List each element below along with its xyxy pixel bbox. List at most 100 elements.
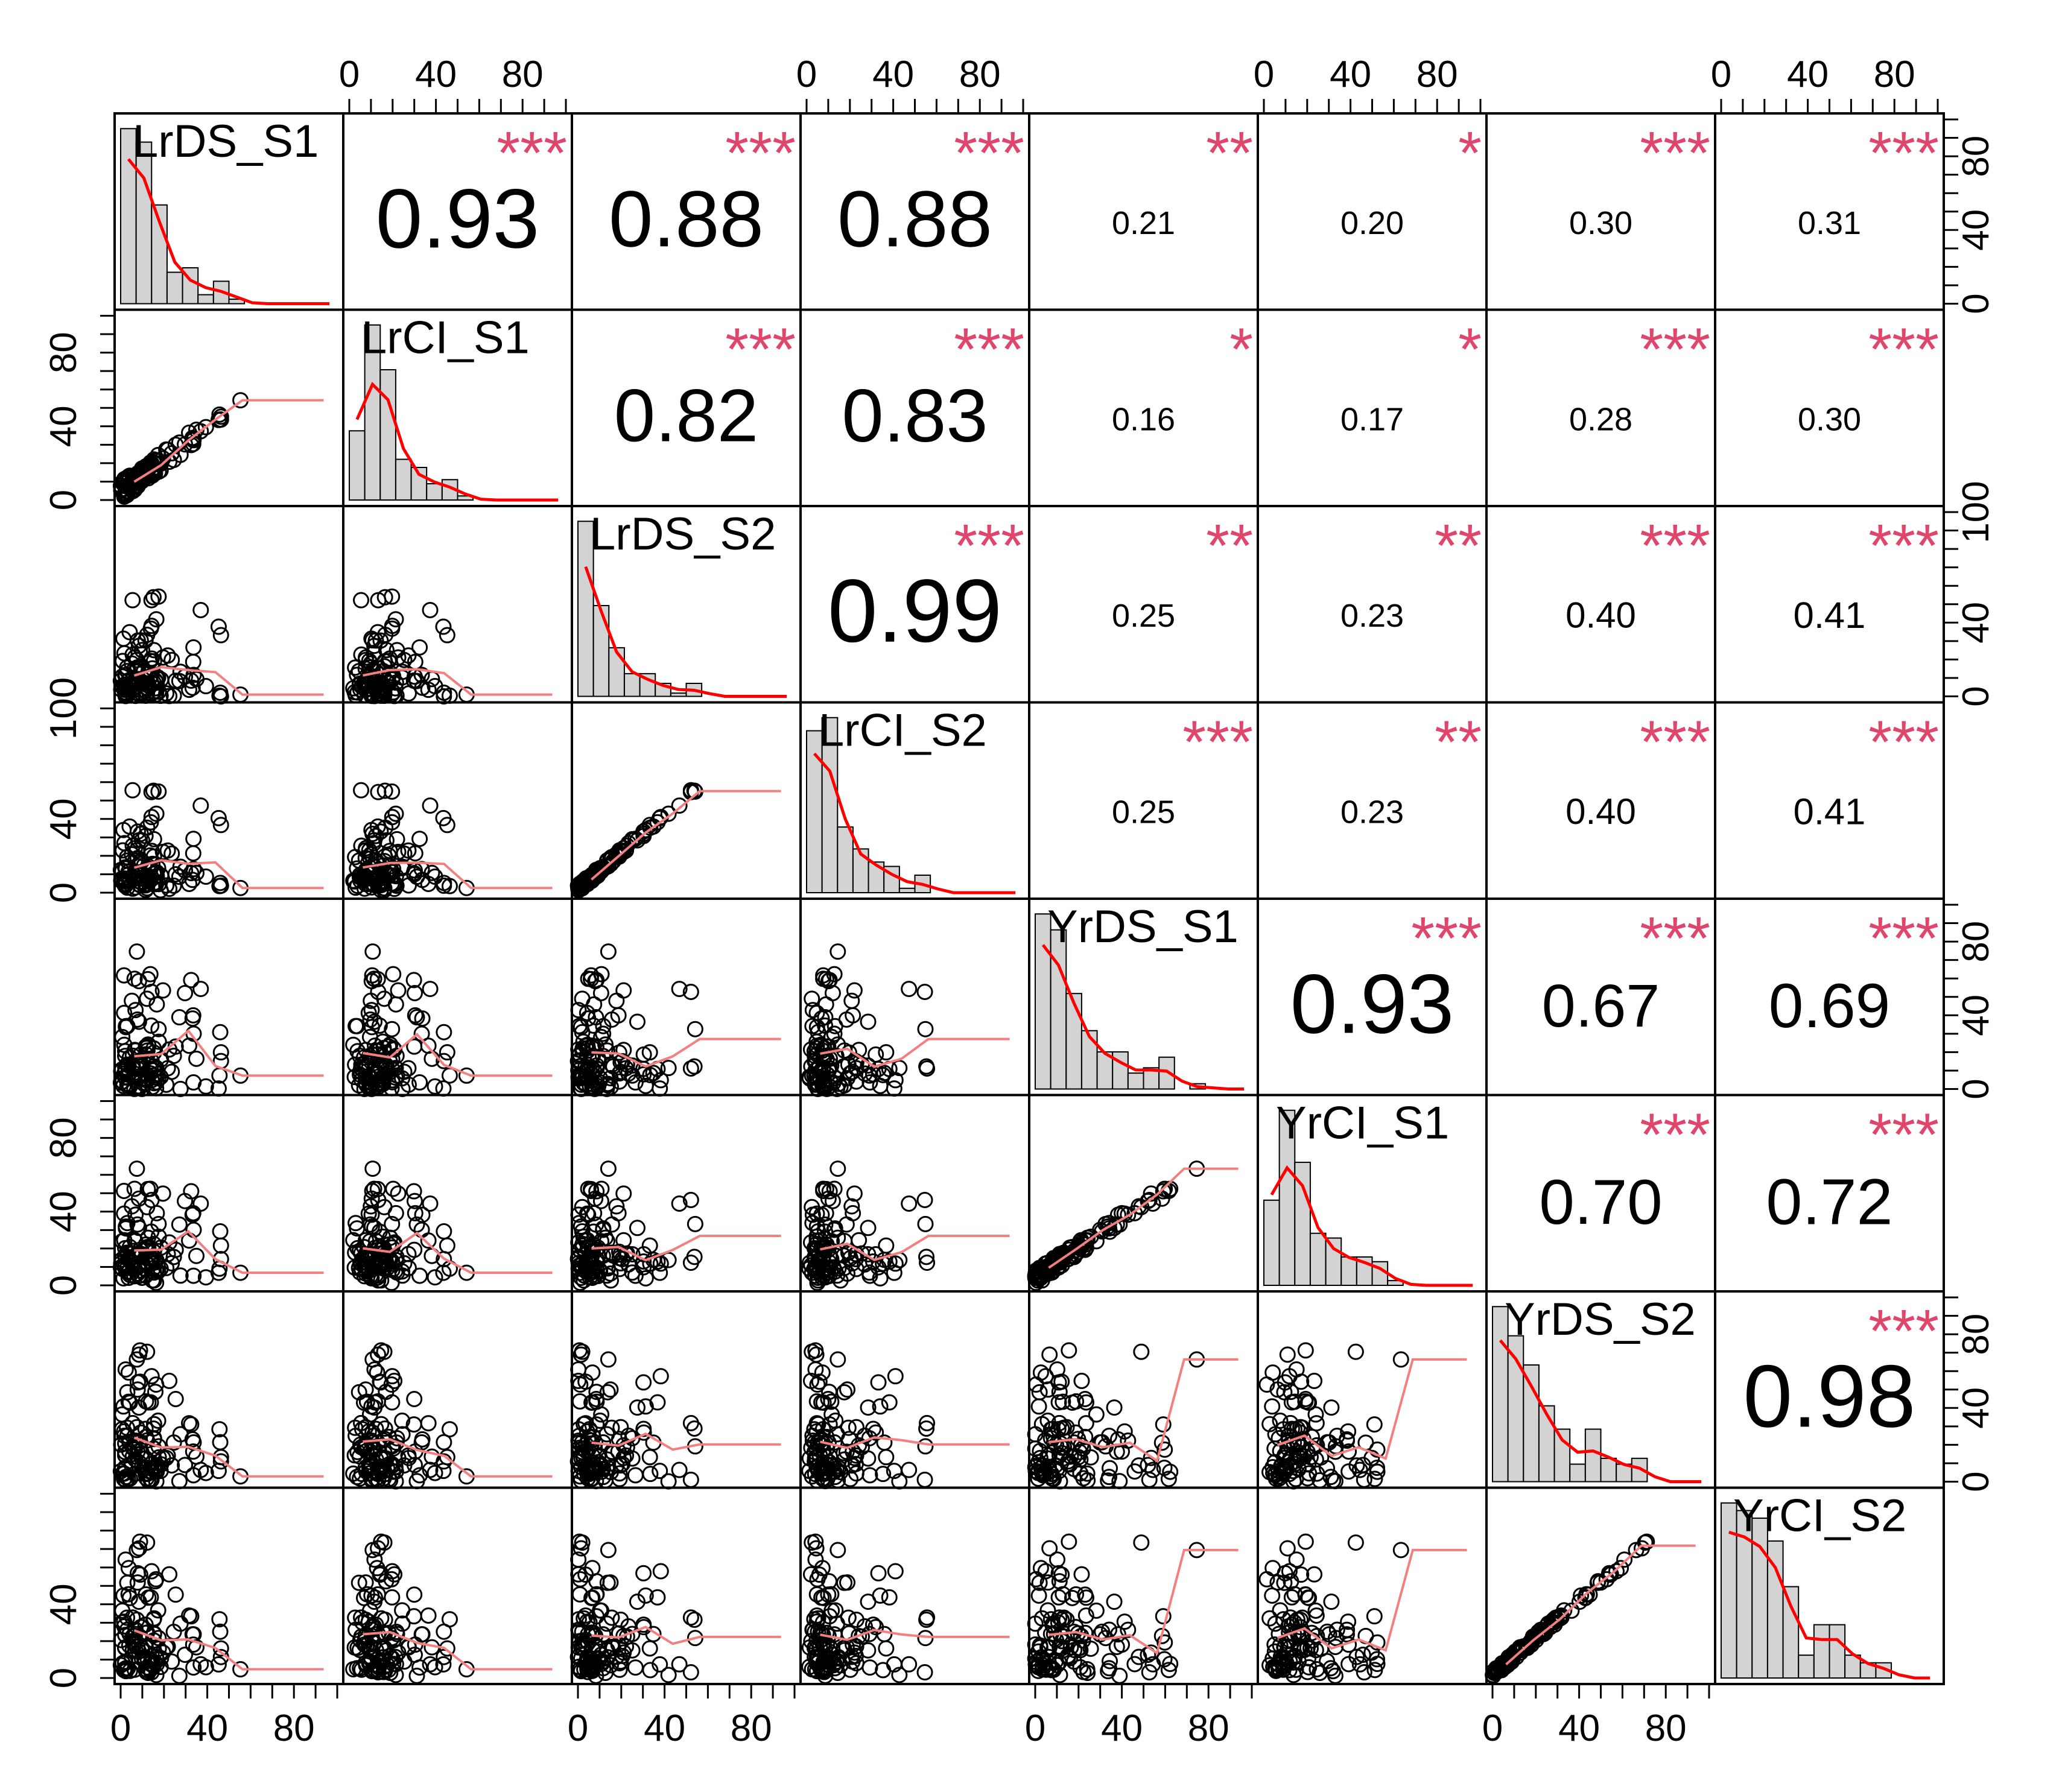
scatter-point: [406, 1192, 423, 1209]
scatter-point: [1068, 1586, 1085, 1603]
scatter-point: [624, 1067, 641, 1084]
scatter-point: [1106, 1594, 1123, 1610]
scatter-point: [1354, 1647, 1371, 1664]
correlation-value: 0.93: [376, 171, 540, 265]
scatter-point: [1061, 1342, 1077, 1359]
scatter-point: [629, 1594, 646, 1610]
histogram-bar: [592, 605, 610, 697]
tick-label: 80: [502, 54, 544, 95]
scatter-point: [177, 984, 194, 1001]
scatter-point: [848, 1465, 864, 1482]
scatter-point: [594, 1460, 611, 1477]
panel-border: [1714, 1486, 1945, 1685]
scatter-point: [129, 1011, 146, 1028]
histogram-bar: [1569, 1463, 1586, 1483]
scatter-point: [211, 1611, 228, 1628]
scatter-point: [167, 1390, 184, 1407]
scatter-point: [1543, 1613, 1560, 1630]
scatter-point: [878, 1640, 895, 1657]
panel-YrDS_S1-LrCI_S2: [799, 898, 1030, 1097]
scatter-point: [579, 1205, 595, 1222]
scatter-point: [571, 1058, 588, 1075]
scatter-point: [814, 1614, 831, 1631]
tick-label: 40: [1955, 602, 1997, 644]
bottom-axis-col-4: 0 40 80: [1025, 1683, 1253, 1749]
scatter-point: [1275, 1463, 1292, 1480]
scatter-point: [671, 1461, 688, 1478]
scatter-point: [406, 1586, 423, 1603]
scatter-point: [143, 983, 160, 1000]
scatter-point: [387, 805, 404, 822]
scatter-point: [1578, 1586, 1595, 1603]
correlation-value: 0.41: [1794, 595, 1866, 636]
correlation-value: 0.30: [1569, 205, 1632, 241]
scatter-point: [1602, 1566, 1619, 1583]
scatter-point: [148, 1376, 165, 1393]
scatter-point: [807, 1074, 823, 1091]
scatter-point: [172, 1615, 189, 1632]
scatter-point: [349, 1469, 366, 1486]
scatter-point: [1073, 1372, 1090, 1389]
correlation-value: 0.23: [1340, 598, 1404, 634]
smooth-line: [1048, 1167, 1239, 1269]
scatter-point: [579, 1458, 596, 1475]
panel-YrCI_S2-LrDS_S1: [112, 1486, 344, 1685]
scatter-point: [132, 1342, 148, 1359]
density-line: [1041, 944, 1245, 1091]
scatter-point: [592, 1070, 609, 1087]
scatter-point: [573, 1540, 589, 1557]
scatter-point: [188, 1050, 205, 1067]
scatter-point: [878, 1237, 895, 1254]
scatter-point: [361, 859, 378, 876]
significance-stars: **: [1435, 512, 1482, 580]
scatter-point: [116, 1048, 133, 1065]
panel-YrCI_S1-YrCI_S2: 0.72***: [1714, 1094, 1945, 1293]
histogram-bar: [1844, 1654, 1861, 1679]
scatter-point: [353, 1628, 370, 1645]
scatter-point: [385, 966, 402, 983]
significance-stars: ***: [954, 119, 1024, 187]
tick-label: 0: [1254, 54, 1274, 95]
correlation-value: 0.82: [614, 375, 758, 458]
scatter-point: [378, 1450, 395, 1467]
smooth-line: [363, 1438, 553, 1478]
scatter-point: [1077, 1589, 1094, 1606]
scatter-point: [411, 831, 428, 847]
significance-stars: ***: [1640, 512, 1710, 580]
scatter-point: [848, 1447, 864, 1464]
correlation-value: 0.25: [1112, 794, 1175, 830]
scatter-point: [1126, 1463, 1143, 1480]
scatter-point: [652, 1080, 668, 1097]
scatter-point: [1286, 1421, 1302, 1438]
scatter-point: [1077, 1428, 1094, 1445]
scatter-point: [1323, 1594, 1340, 1610]
scatter-point: [116, 1036, 133, 1053]
scatter-point: [1111, 1667, 1128, 1684]
scatter-point: [570, 1206, 587, 1223]
scatter-point: [1102, 1460, 1118, 1477]
scatter-point: [803, 1633, 820, 1650]
scatter-point: [129, 823, 146, 840]
scatter-point: [133, 1642, 150, 1659]
scatter-point: [436, 877, 452, 894]
scatter-point: [1100, 1218, 1117, 1235]
histogram-bar: [821, 717, 839, 894]
scatter-point: [807, 1466, 823, 1483]
scatter-point: [860, 1399, 877, 1416]
scatter-point: [436, 1648, 452, 1665]
significance-stars: ***: [954, 512, 1024, 580]
histogram-bar: [1309, 1232, 1327, 1287]
scatter-point: [615, 1185, 632, 1202]
scatter-point: [615, 982, 632, 999]
scatter-point: [345, 1232, 362, 1249]
scatter-point: [197, 1078, 214, 1095]
panel-YrCI_S2-YrCI_S2: YrCI_S2: [1714, 1486, 1945, 1685]
histogram-bar: [166, 271, 183, 305]
scatter-point: [570, 1234, 587, 1251]
scatter-point: [886, 1080, 903, 1097]
smooth-line: [820, 1037, 1010, 1068]
scatter-point: [163, 651, 180, 668]
scatter-point: [172, 1267, 189, 1284]
smooth-line: [134, 1029, 324, 1077]
scatter-point: [212, 817, 229, 834]
